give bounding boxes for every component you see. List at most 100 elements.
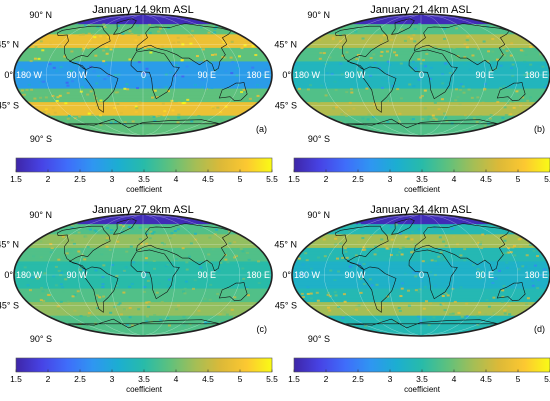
colorbar-tick-label: 3	[110, 374, 115, 384]
map-panel: January 21.4km ASL 90° N 45° N 0° 45° S 90° S…	[274, 4, 550, 194]
lat-label-0: 0°	[282, 270, 291, 280]
colorbar-tick-label: 4.5	[480, 174, 492, 184]
map-frame	[13, 13, 273, 137]
colorbar-tick-label: 4	[174, 374, 179, 384]
lon-label-90w: 90 W	[345, 70, 367, 80]
lon-label-0: 0	[419, 70, 424, 80]
colorbar-tick-label: 3.5	[416, 374, 428, 384]
colorbar-label: coefficient	[126, 385, 163, 394]
panel-label: (b)	[534, 124, 545, 134]
colorbar-tick-label: 1.5	[10, 374, 22, 384]
lat-label-45n: 45° N	[274, 40, 297, 50]
colorbar-tick-label: 3.5	[138, 374, 150, 384]
lon-label-90e: 90 E	[198, 70, 217, 80]
map-frame	[291, 13, 550, 137]
colorbar-tick-label: 1.5	[10, 174, 22, 184]
lat-label-45n: 45° N	[0, 240, 19, 250]
colorbar-tick-label: 5	[238, 374, 243, 384]
colorbar-tick-label: 3.5	[138, 174, 150, 184]
coastlines	[334, 218, 526, 329]
lon-label-90e: 90 E	[476, 70, 495, 80]
lat-label-45n: 45° N	[274, 240, 297, 250]
lon-label-180w: 180 W	[294, 70, 321, 80]
colorbar-tick-label: 5.5	[266, 374, 278, 384]
map-frame	[291, 213, 550, 337]
colorbar-tick-label: 5.5	[544, 174, 550, 184]
colorbar-label: coefficient	[404, 385, 441, 394]
lon-label-180e: 180 E	[524, 70, 548, 80]
lon-label-90e: 90 E	[198, 270, 217, 280]
lon-label-0: 0	[141, 70, 146, 80]
lat-label-90n: 90° N	[307, 10, 330, 20]
lat-label-90s: 90° S	[308, 334, 330, 344]
colorbar-label: coefficient	[126, 185, 163, 194]
lon-label-180w: 180 W	[294, 270, 321, 280]
lat-label-90s: 90° S	[30, 134, 52, 144]
colorbar-tick-label: 3.5	[416, 174, 428, 184]
lat-label-0: 0°	[4, 270, 13, 280]
lat-label-45s: 45° S	[0, 301, 19, 311]
coastlines	[56, 18, 248, 129]
lon-label-90w: 90 W	[67, 270, 89, 280]
lat-label-0: 0°	[4, 70, 13, 80]
graticule	[292, 14, 550, 136]
panel-label: (c)	[257, 324, 268, 334]
colorbar-tick-label: 4	[174, 174, 179, 184]
colorbar-tick-label: 1.5	[288, 374, 300, 384]
colorbar-tick-label: 2.5	[74, 374, 86, 384]
lon-label-180e: 180 E	[246, 270, 270, 280]
colorbar-tick-label: 2	[46, 174, 51, 184]
lat-label-90n: 90° N	[307, 210, 330, 220]
colorbar-tick-label: 5.5	[544, 374, 550, 384]
lat-label-45s: 45° S	[275, 301, 297, 311]
lat-label-90n: 90° N	[29, 10, 52, 20]
lon-label-180e: 180 E	[524, 270, 548, 280]
lat-label-90s: 90° S	[30, 334, 52, 344]
lat-label-45s: 45° S	[275, 101, 297, 111]
colorbar-tick-label: 4	[452, 374, 457, 384]
colorbar-tick-label: 2	[46, 374, 51, 384]
lon-label-90w: 90 W	[67, 70, 89, 80]
panel-title: January 21.4km ASL	[370, 4, 472, 16]
colorbar-tick-label: 5	[516, 174, 521, 184]
coastlines	[334, 18, 526, 129]
colorbar-tick-label: 4	[452, 174, 457, 184]
colorbar-tick-label: 4.5	[202, 174, 214, 184]
lon-label-90w: 90 W	[345, 270, 367, 280]
lon-label-0: 0	[141, 270, 146, 280]
map-frame	[13, 213, 273, 337]
colorbar-tick-label: 2.5	[352, 374, 364, 384]
panel-title: January 14.9km ASL	[92, 4, 194, 16]
colorbar-tick-label: 4.5	[202, 374, 214, 384]
colorbar-tick-label: 2.5	[74, 174, 86, 184]
lat-label-90s: 90° S	[308, 134, 330, 144]
panel-label: (a)	[256, 124, 267, 134]
lon-label-90e: 90 E	[476, 270, 495, 280]
graticule	[14, 14, 272, 136]
colorbar-tick-label: 2	[324, 374, 329, 384]
colorbar-tick-label: 1.5	[288, 174, 300, 184]
panel-title: January 27.9km ASL	[92, 204, 194, 216]
graticule	[292, 214, 550, 336]
lat-label-45s: 45° S	[0, 101, 19, 111]
lat-label-0: 0°	[282, 70, 291, 80]
map-panel: January 14.9km ASL 90° N 45° N 0° 45° S 90° S…	[0, 4, 278, 194]
colorbar-tick-label: 5	[238, 174, 243, 184]
colorbar-tick-label: 3	[388, 374, 393, 384]
map-panel: January 34.4km ASL 90° N 45° N 0° 45° S 90° S…	[274, 204, 550, 394]
lon-label-180w: 180 W	[16, 70, 43, 80]
colorbar-label: coefficient	[404, 185, 441, 194]
colorbar-tick-label: 3	[110, 174, 115, 184]
coastlines	[56, 218, 248, 329]
panel-title: January 34.4km ASL	[370, 204, 472, 216]
graticule	[14, 214, 272, 336]
lon-label-180e: 180 E	[246, 70, 270, 80]
colorbar-tick-label: 2	[324, 174, 329, 184]
lon-label-0: 0	[419, 270, 424, 280]
colorbar-tick-label: 4.5	[480, 374, 492, 384]
colorbar-tick-label: 5	[516, 374, 521, 384]
colorbar-tick-label: 5.5	[266, 174, 278, 184]
panel-label: (d)	[534, 324, 545, 334]
lon-label-180w: 180 W	[16, 270, 43, 280]
